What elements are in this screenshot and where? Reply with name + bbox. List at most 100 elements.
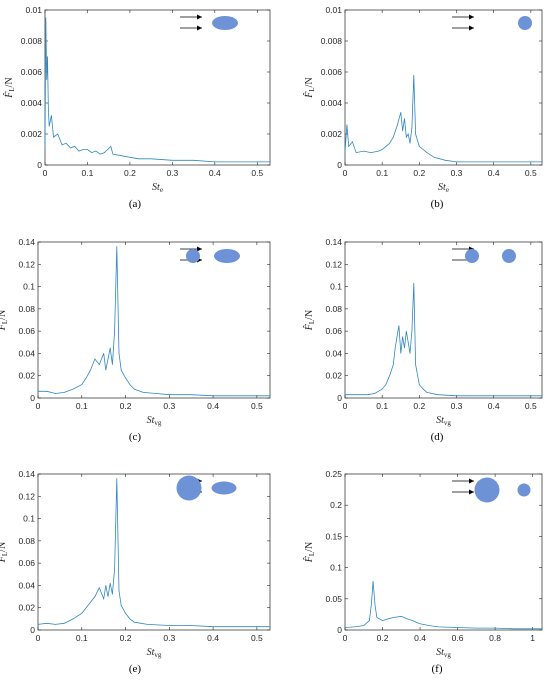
- spectrum-data-point: [65, 143, 67, 144]
- spectrum-data-point: [412, 620, 413, 621]
- spectrum-data-point: [344, 627, 346, 628]
- spectrum-data-point: [381, 149, 383, 150]
- x-axis-label-main: St: [436, 647, 444, 658]
- y-axis-label-main: F̂: [0, 323, 8, 331]
- spectrum-data-point: [415, 133, 416, 135]
- y-tick-label: 0.04: [18, 580, 35, 590]
- spectrum-data-point: [269, 626, 271, 627]
- spectrum-data-point: [389, 143, 390, 144]
- x-tick-label: 0: [343, 633, 348, 643]
- y-tick-label: 0.08: [18, 304, 35, 314]
- spectrum-data-point: [212, 626, 214, 627]
- y-tick-label: 0: [30, 625, 35, 635]
- spectrum-data-point: [426, 392, 428, 393]
- spectrum-data-point: [107, 358, 109, 360]
- y-tick-label: 0.14: [18, 237, 35, 247]
- y-tick-label: 0.008: [21, 36, 43, 46]
- spectrum-data-point: [413, 282, 415, 284]
- spectrum-data-point: [400, 353, 402, 354]
- x-tick-label: 0: [343, 168, 348, 178]
- spectrum-data-point: [46, 79, 47, 81]
- x-axis-label: Ste: [152, 182, 163, 194]
- spectrum-data-point: [85, 607, 87, 609]
- x-tick-label: 0.3: [163, 633, 175, 643]
- y-axis-label-subscript: L: [1, 320, 9, 324]
- x-tick-label: 0: [43, 168, 48, 178]
- spectrum-data-point: [476, 627, 477, 629]
- spectrum-data-point: [114, 330, 115, 332]
- spectrum-data-point: [411, 127, 413, 129]
- x-tick-label: 0: [36, 633, 41, 643]
- spectrum-data-point: [47, 56, 48, 57]
- x-tick-label: 0.2: [377, 633, 389, 643]
- spectrum-data-point: [530, 395, 532, 397]
- x-axis-label-subscript: vg: [444, 419, 452, 427]
- spectrum-data-point: [494, 627, 496, 629]
- spectrum-data-point: [438, 626, 440, 628]
- y-tick-label: 0.006: [321, 67, 343, 77]
- panel-caption: (f): [432, 663, 443, 675]
- x-tick-label: 1: [530, 633, 535, 643]
- spectrum-data-point: [114, 568, 115, 570]
- y-axis-label-subscript: L: [1, 552, 9, 556]
- y-tick-label: 0.12: [18, 491, 35, 501]
- x-tick-label: 0.2: [413, 401, 425, 411]
- panel-2-ellipse-cylinder-icon: [214, 249, 240, 263]
- spectrum-data-point: [37, 624, 39, 625]
- x-axis-label: Stvg: [147, 415, 162, 427]
- panel-3-front-circle-cylinder-icon: [465, 249, 479, 263]
- y-tick-label: 0.04: [18, 348, 35, 358]
- spectrum-series-line: [344, 581, 542, 630]
- y-tick-label: 0.1: [23, 514, 35, 524]
- spectrum-data-point: [400, 615, 402, 617]
- spectrum-series-line: [37, 478, 270, 628]
- spectrum-data-point: [120, 605, 122, 606]
- y-tick-label: 0.004: [321, 98, 343, 108]
- y-axis-label: F̂L/N: [302, 310, 316, 331]
- panel-caption: (e): [129, 663, 142, 675]
- chart-panel-d: 0 0.1 0.2 0.3 0.4 0.5 0 0.02 0.04 0.06 0.08 0.1 0.12…: [302, 237, 543, 443]
- chart-panel-a: 0 0.1 0.2 0.3 0.4 0.5 0 0.002 0.004 0.006 0.008 0.0…: [2, 5, 271, 210]
- panel-2-circle-cylinder-icon: [186, 249, 200, 263]
- x-tick-label: 0.4: [488, 168, 500, 178]
- x-tick-label: 0.3: [451, 168, 463, 178]
- spectrum-data-point: [112, 594, 113, 595]
- spectrum-data-point: [103, 598, 104, 600]
- spectrum-data-point: [406, 330, 407, 332]
- x-tick-label: 0.1: [76, 401, 88, 411]
- panel-3-rear-circle-cylinder-icon: [502, 249, 516, 263]
- spectrum-data-point: [456, 395, 457, 397]
- spectrum-data-point: [112, 153, 114, 155]
- y-axis-label: F̂L/N: [302, 542, 316, 563]
- spectrum-data-point: [374, 393, 376, 394]
- spectrum-data-point: [269, 161, 271, 163]
- spectrum-data-point: [385, 384, 387, 385]
- chart-panel-e: 0 0.1 0.2 0.3 0.4 0.5 0 0.02 0.04 0.06 0.08 0.1 0.12…: [0, 469, 271, 675]
- spectrum-data-point: [413, 74, 415, 76]
- spectrum-data-point: [530, 161, 532, 163]
- spectrum-data-point: [125, 612, 126, 614]
- spectrum-data-point: [367, 394, 368, 395]
- y-axis-label-subscript: L: [8, 87, 16, 91]
- plot-area-frame: [44, 9, 271, 166]
- panel-5-flow-bottom-arrowhead-icon: [469, 489, 474, 495]
- spectrum-data-point: [269, 395, 271, 397]
- x-tick-label: 0: [343, 401, 348, 411]
- spectrum-data-point: [129, 156, 131, 158]
- x-axis-label: Stvg: [436, 415, 451, 427]
- spectrum-data-point: [256, 626, 258, 627]
- panel-caption: (b): [431, 198, 444, 210]
- plot-area-frame: [344, 473, 543, 631]
- spectrum-data-point: [129, 618, 131, 620]
- spectrum-data-point: [85, 377, 87, 379]
- spectrum-data-point: [532, 628, 533, 630]
- x-tick-label: 0: [36, 401, 41, 411]
- y-axis-label-main: F̂: [302, 323, 315, 331]
- y-axis-label-unit: /N: [4, 77, 15, 87]
- spectrum-data-point: [134, 388, 135, 390]
- spectrum-data-point: [493, 395, 494, 397]
- y-tick-label: 0.2: [330, 500, 342, 510]
- spectrum-data-point: [385, 146, 387, 147]
- spectrum-data-point: [72, 388, 74, 390]
- spectrum-data-point: [90, 601, 91, 603]
